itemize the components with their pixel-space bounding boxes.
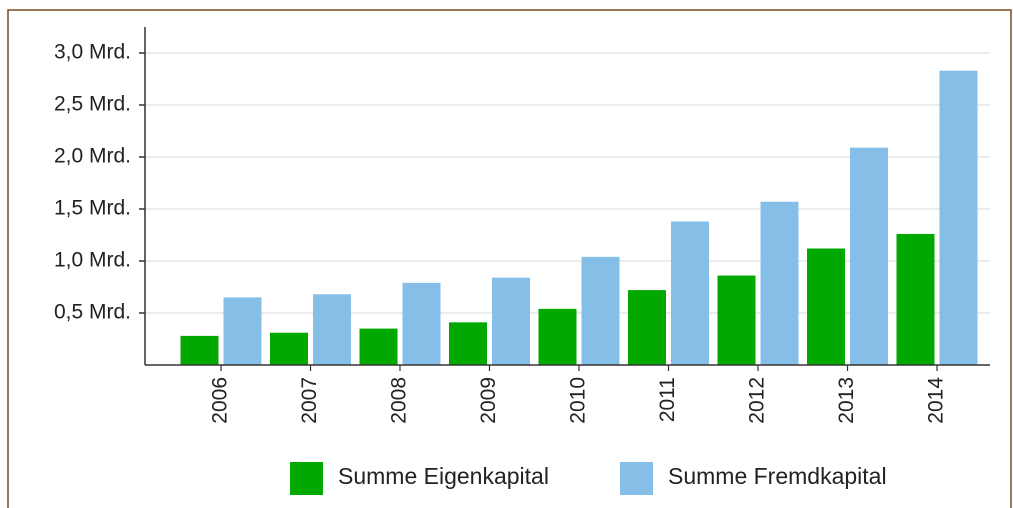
- bar: [939, 70, 978, 366]
- bar: [850, 147, 888, 365]
- bar: [270, 332, 308, 365]
- x-tick-label: 2006: [209, 377, 232, 424]
- x-tick-label: 2008: [388, 377, 411, 424]
- x-tick-label: 2010: [567, 377, 590, 424]
- bar: [180, 335, 219, 365]
- legend-label: Summe Eigenkapital: [338, 463, 549, 489]
- bar: [896, 233, 935, 365]
- bar: [671, 221, 709, 365]
- y-tick-label: 2,0 Mrd.: [54, 145, 131, 168]
- y-tick-label: 3,0 Mrd.: [54, 41, 131, 64]
- bar: [492, 277, 530, 365]
- y-tick-label: 1,0 Mrd.: [54, 249, 131, 272]
- bar: [628, 290, 666, 365]
- bar: [359, 328, 398, 365]
- x-tick-label: 2011: [656, 377, 679, 422]
- x-tick-label: 2009: [477, 377, 500, 424]
- bar: [717, 275, 756, 365]
- bar: [538, 308, 577, 365]
- bar: [223, 297, 262, 365]
- bar: [449, 322, 487, 365]
- bar: [402, 282, 441, 365]
- bar: [581, 256, 620, 365]
- legend-swatch: [620, 462, 653, 495]
- x-tick-label: 2012: [746, 377, 769, 424]
- bar: [760, 201, 799, 365]
- bar: [807, 248, 845, 365]
- y-tick-label: 2,5 Mrd.: [54, 93, 131, 116]
- frame: [7, 9, 1012, 508]
- legend-label: Summe Fremdkapital: [668, 463, 887, 489]
- x-tick-label: 2014: [925, 377, 948, 424]
- x-tick-label: 2013: [835, 377, 858, 424]
- y-tick-label: 1,5 Mrd.: [54, 197, 131, 220]
- x-tick-label: 2007: [298, 377, 321, 424]
- y-tick-label: 0,5 Mrd.: [54, 301, 131, 324]
- legend-swatch: [290, 462, 323, 495]
- bar: [313, 294, 351, 365]
